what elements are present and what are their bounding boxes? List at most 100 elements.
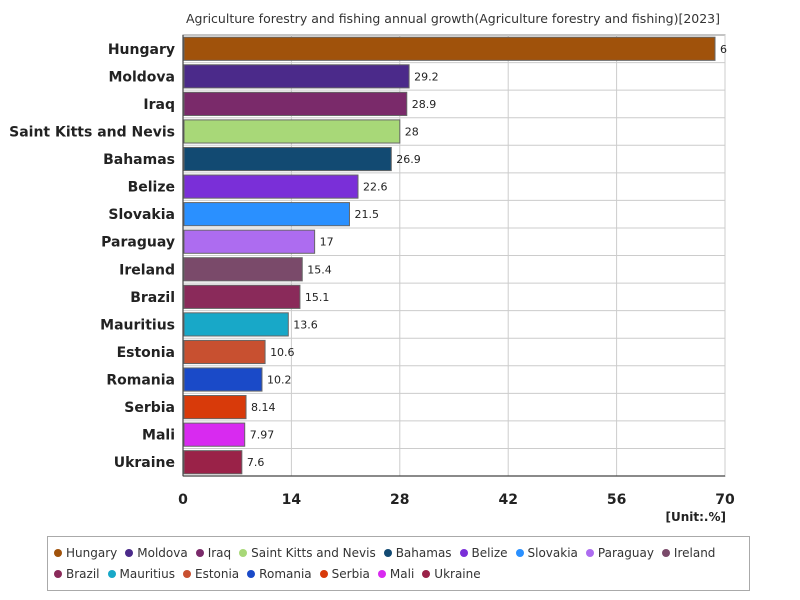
value-label: 10.6	[270, 346, 295, 359]
legend-marker	[195, 548, 204, 557]
x-tick-label: 42	[498, 492, 517, 508]
legend: Hungary Moldova Iraq Saint Kitts and Nevis B…	[47, 536, 750, 591]
value-label: 29.2	[414, 70, 439, 83]
category-label: Ukraine	[114, 455, 175, 471]
legend-item: Saint Kitts and Nevis	[239, 542, 376, 563]
legend-label: Bahamas	[395, 545, 452, 560]
legend-item: Serbia	[319, 563, 370, 584]
bar-romania	[183, 367, 263, 392]
legend-label: Slovakia	[527, 545, 578, 560]
value-label: 10.2	[267, 374, 292, 387]
legend-label: Paraguay	[597, 545, 654, 560]
value-label: 7.97	[250, 429, 275, 442]
bar-iraq	[183, 91, 408, 116]
legend-item: Mali	[377, 563, 415, 584]
legend-marker	[54, 548, 62, 557]
bar-bahamas	[183, 146, 392, 172]
legend-item: Brazil	[54, 563, 100, 584]
legend-marker	[459, 548, 468, 557]
legend-label: Belize	[471, 545, 508, 560]
bar-belize	[183, 174, 359, 199]
category-label: Brazil	[130, 290, 175, 306]
value-label: 8.14	[251, 401, 276, 414]
legend-label: Serbia	[331, 566, 370, 581]
legend-label: Ireland	[673, 545, 716, 560]
category-label: Moldova	[108, 69, 175, 85]
category-label: Saint Kitts and Nevis	[9, 124, 175, 140]
category-label: Paraguay	[101, 235, 175, 251]
bar-mali	[183, 422, 246, 447]
category-label: Hungary	[108, 42, 175, 58]
bar-ireland	[183, 257, 303, 282]
legend-marker	[661, 548, 670, 557]
legend-label: Mali	[389, 566, 415, 581]
legend-item: Hungary	[54, 542, 117, 563]
category-label: Mauritius	[100, 317, 175, 333]
legend-marker	[585, 548, 594, 557]
legend-marker	[107, 569, 116, 578]
category-label: Mali	[142, 428, 175, 444]
legend-label: Estonia	[194, 566, 240, 581]
bar-serbia	[183, 395, 247, 420]
category-label: Slovakia	[108, 207, 175, 223]
legend-label: Ukraine	[434, 566, 481, 581]
legend-item: Romania	[247, 563, 312, 584]
legend-label: Saint Kitts and Nevis	[251, 545, 376, 560]
legend-item: Mauritius	[107, 563, 175, 584]
value-label: 15.1	[305, 291, 330, 304]
bar-ukraine	[183, 450, 243, 475]
category-label: Bahamas	[103, 152, 175, 168]
legend-marker	[422, 569, 431, 578]
legend-marker	[515, 548, 524, 557]
value-label: 15.4	[307, 263, 332, 276]
legend-marker	[239, 548, 248, 557]
bar-chart: Agriculture forestry and fishing annual …	[9, 11, 735, 524]
legend-marker	[247, 569, 256, 578]
legend-label: Hungary	[66, 545, 118, 560]
bar-slovakia	[183, 202, 350, 227]
x-tick-label: 56	[607, 492, 626, 508]
legend-item: Ukraine	[422, 563, 481, 584]
x-tick-label: 70	[715, 492, 735, 508]
x-tick-label: 28	[390, 492, 409, 508]
legend-marker	[182, 569, 191, 578]
category-label: Iraq	[143, 97, 175, 113]
legend-item: Iraq	[195, 542, 232, 563]
x-tick-label: 0	[178, 492, 188, 508]
unit-label: [Unit:.%]	[666, 510, 727, 524]
legend-item: Paraguay	[585, 542, 654, 563]
x-tick-label: 14	[282, 492, 302, 508]
legend-item: Belize	[459, 542, 508, 563]
bar-hungary	[183, 36, 716, 61]
legend-label: Brazil	[66, 566, 100, 581]
bar-saint-kitts-and-nevis	[183, 119, 401, 144]
value-label: 22.6	[363, 181, 388, 194]
legend-marker	[125, 548, 134, 557]
value-label: 28	[405, 125, 419, 138]
legend-marker	[377, 569, 386, 578]
value-label: 7.6	[247, 456, 264, 469]
legend-label: Mauritius	[119, 566, 175, 581]
bar-estonia	[183, 339, 266, 365]
legend-item: Bahamas	[383, 542, 452, 563]
value-label: 26.9	[396, 153, 421, 166]
legend-item: Moldova	[125, 542, 188, 563]
category-labels: Hungary Moldova Iraq Saint Kitts and Nevis B…	[9, 42, 175, 471]
value-label: 21.5	[354, 208, 379, 221]
legend-marker	[319, 569, 328, 578]
legend-marker	[54, 569, 62, 578]
x-axis-ticks: 0 14 28 42 56 70	[178, 492, 735, 508]
legend-label: Moldova	[137, 545, 188, 560]
legend-label: Romania	[259, 566, 312, 581]
category-label: Estonia	[117, 345, 175, 361]
legend-label: Iraq	[207, 545, 232, 560]
value-labels: 6 29.2 28.9 28 26.9 22.6 21.5 17 15.4 15.1 13.6 10.…	[247, 43, 727, 469]
bar-moldova	[183, 64, 410, 89]
value-label: 17	[320, 236, 334, 249]
legend-item: Slovakia	[515, 542, 578, 563]
bar-mauritius	[183, 312, 289, 337]
legend-item: Estonia	[182, 563, 240, 584]
legend-marker	[383, 548, 392, 557]
category-label: Romania	[106, 373, 175, 389]
value-label: 6	[720, 43, 727, 56]
